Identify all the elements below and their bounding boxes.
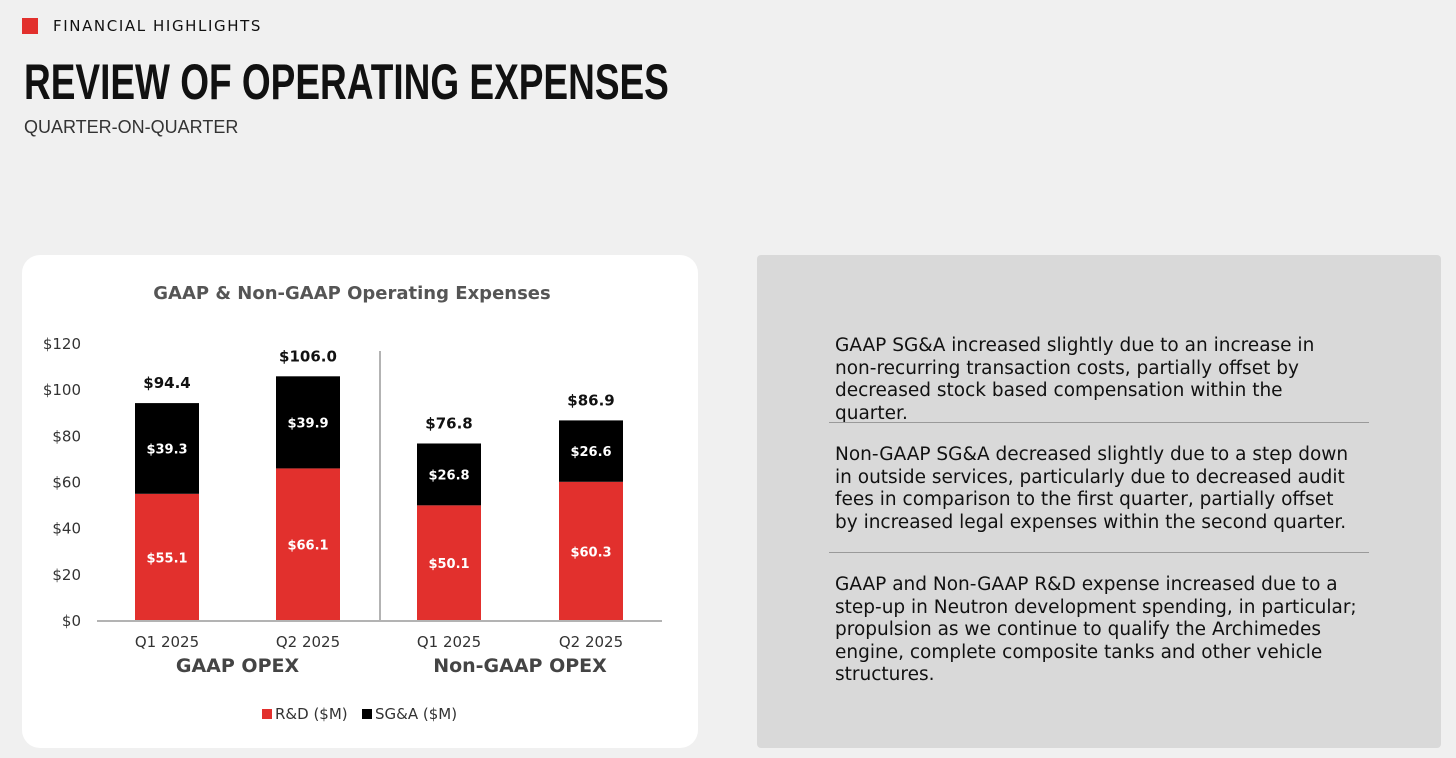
data-label: $26.8: [428, 468, 469, 483]
note-divider: [829, 552, 1369, 553]
group-label: GAAP OPEX: [176, 655, 300, 677]
y-tick-label: $0: [62, 612, 81, 630]
commentary-panel: GAAP SG&A increased slightly due to an i…: [757, 255, 1441, 748]
legend-label: R&D ($M): [275, 705, 348, 723]
commentary-note-rnd: GAAP and Non-GAAP R&D expense increased …: [835, 574, 1357, 685]
y-tick-label: $120: [43, 335, 81, 353]
commentary-note-non-gaap-sga: Non-GAAP SG&A decreased slightly due to …: [835, 444, 1349, 533]
section-accent-square: [22, 18, 38, 34]
group-label: Non-GAAP OPEX: [433, 655, 607, 677]
total-label: $86.9: [567, 391, 614, 409]
x-tick-label: Q2 2025: [276, 633, 340, 651]
legend-swatch: [262, 709, 272, 719]
operating-expenses-chart: GAAP & Non-GAAP Operating Expenses $0 $20…: [43, 283, 662, 723]
data-label: $55.1: [146, 551, 187, 566]
bar-segment-rnd: [559, 481, 623, 621]
y-tick-label: $20: [52, 566, 81, 584]
data-label: $50.1: [428, 557, 469, 572]
bar-segment-sga: [135, 403, 199, 494]
data-label: $26.6: [570, 445, 611, 460]
section-label: FINANCIAL HIGHLIGHTS: [53, 17, 263, 35]
legend-swatch: [362, 709, 372, 719]
y-tick-label: $60: [52, 474, 81, 492]
bar-segment-sga: [276, 376, 340, 469]
bar-segment-rnd: [135, 493, 199, 621]
chart-title: GAAP & Non-GAAP Operating Expenses: [153, 283, 550, 304]
bar-segment-sga: [559, 420, 623, 482]
commentary-note-gaap-sga: GAAP SG&A increased slightly due to an i…: [835, 335, 1315, 424]
bar-segment-sga: [417, 443, 481, 506]
x-tick-label: Q2 2025: [559, 633, 623, 651]
x-tick-label: Q1 2025: [417, 633, 481, 651]
page-title: REVIEW OF OPERATING EXPENSES: [24, 54, 669, 110]
total-label: $76.8: [425, 414, 472, 432]
y-tick-label: $80: [52, 427, 81, 445]
total-label: $94.4: [143, 374, 190, 392]
legend: R&D ($M) SG&A ($M): [262, 705, 457, 723]
bar-stacks: $55.1 $39.3 $94.4 $66.1 $39.9 $106.0 $50.1 $26.…: [135, 347, 623, 621]
chart-card: GAAP & Non-GAAP Operating Expenses $0 $20…: [22, 255, 698, 748]
data-label: $60.3: [570, 545, 611, 560]
bar-segment-rnd: [417, 505, 481, 621]
note-divider: [829, 422, 1369, 423]
data-label: $39.3: [146, 442, 187, 457]
data-label: $39.9: [287, 416, 328, 431]
bar-segment-rnd: [276, 468, 340, 621]
legend-label: SG&A ($M): [375, 705, 457, 723]
data-label: $66.1: [287, 539, 328, 554]
x-tick-label: Q1 2025: [135, 633, 199, 651]
y-tick-label: $40: [52, 520, 81, 538]
total-label: $106.0: [279, 347, 337, 365]
y-axis: $0 $20 $40 $60 $80 $100 $120: [43, 335, 81, 630]
page-subtitle: QUARTER-ON-QUARTER: [24, 117, 239, 137]
x-axis: Q1 2025 Q2 2025 Q1 2025 Q2 2025 GAAP OPEX Non…: [97, 351, 662, 677]
y-tick-label: $100: [43, 381, 81, 399]
